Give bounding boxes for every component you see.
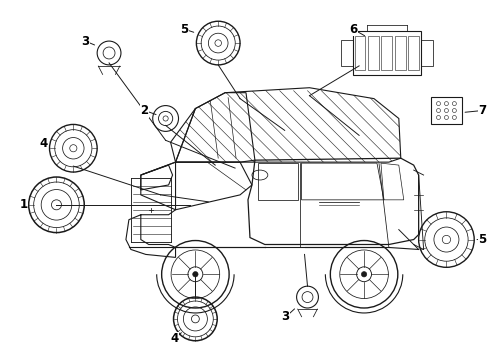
Text: 3: 3 — [282, 310, 290, 323]
Text: 3: 3 — [81, 35, 89, 48]
Text: 6: 6 — [349, 23, 357, 36]
Text: 1: 1 — [20, 198, 28, 211]
Text: 5: 5 — [478, 233, 487, 246]
Circle shape — [362, 271, 367, 277]
Text: 4: 4 — [40, 137, 48, 150]
Text: 7: 7 — [478, 104, 486, 117]
Text: 4: 4 — [170, 332, 178, 345]
Circle shape — [193, 271, 198, 277]
Text: 5: 5 — [180, 23, 189, 36]
Text: 2: 2 — [141, 104, 149, 117]
